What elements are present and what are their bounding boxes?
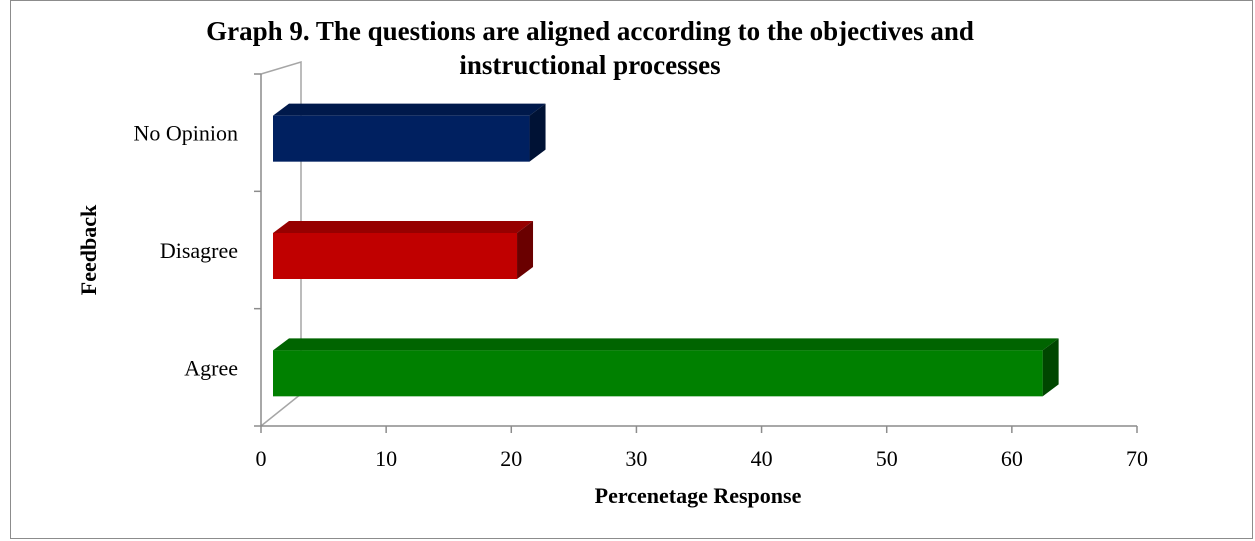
bar-disagree: [273, 221, 533, 279]
x-tick-label: 0: [256, 446, 267, 471]
y-tick-label: Disagree: [160, 238, 238, 263]
bar-top-face: [273, 104, 546, 116]
y-tick-label: No Opinion: [134, 121, 239, 146]
y-tick-labels: Agree Disagree No Opinion: [134, 121, 239, 381]
x-tick-label: 50: [876, 446, 898, 471]
x-axis-title: Percenetage Response: [595, 483, 802, 508]
bar-front-face: [273, 116, 530, 162]
chart-bars: [273, 104, 1059, 397]
y-tick-label: Agree: [184, 355, 238, 380]
bar-top-face: [273, 221, 533, 233]
y-axis-title: Feedback: [76, 204, 101, 295]
x-tick-labels: 0 10 20 30 40 50 60 70: [256, 446, 1149, 471]
x-tick-label: 10: [375, 446, 397, 471]
x-tick-label: 30: [625, 446, 647, 471]
x-tick-label: 60: [1001, 446, 1023, 471]
x-tick-label: 40: [751, 446, 773, 471]
x-tick-label: 20: [500, 446, 522, 471]
bar-top-face: [273, 338, 1059, 350]
bar-front-face: [273, 350, 1043, 396]
x-tick-label: 70: [1126, 446, 1148, 471]
bar-front-face: [273, 233, 517, 279]
bar-no-opinion: [273, 104, 546, 162]
bar-agree: [273, 338, 1059, 396]
